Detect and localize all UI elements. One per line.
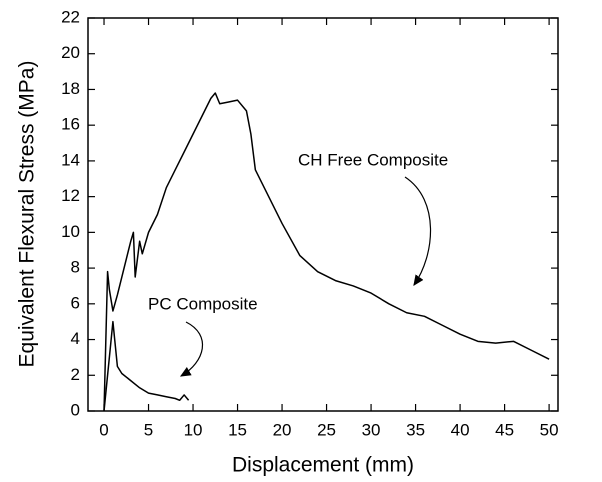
y-tick-label: 6 [71, 293, 80, 312]
x-tick-label: 50 [540, 420, 559, 439]
x-tick-label: 20 [273, 420, 292, 439]
x-tick-label: 5 [144, 420, 153, 439]
y-tick-label: 2 [71, 365, 80, 384]
x-axis-label: Displacement (mm) [232, 454, 414, 477]
y-tick-label: 0 [71, 400, 80, 419]
y-tick-label: 10 [61, 222, 80, 241]
plot-frame [87, 17, 559, 412]
y-tick-label: 14 [61, 150, 80, 169]
y-tick-label: 8 [71, 258, 80, 277]
y-tick-label: 12 [61, 186, 80, 205]
series-line [103, 92, 550, 412]
y-axis-label: Equivalent Flexural Stress (MPa) [16, 61, 39, 368]
y-tick-label: 18 [61, 79, 80, 98]
annotation-arrow [404, 176, 432, 286]
x-tick-label: 0 [99, 420, 108, 439]
x-tick-label: 45 [495, 420, 514, 439]
x-tick-label: 15 [228, 420, 247, 439]
y-tick-label: 16 [61, 115, 80, 134]
y-tick-label: 22 [61, 7, 80, 26]
series-line [103, 320, 190, 412]
x-tick-label: 10 [184, 420, 203, 439]
annotation: CH Free Composite [298, 150, 448, 169]
x-tick-label: 25 [317, 420, 336, 439]
annotation-arrow [179, 321, 203, 377]
x-tick-label: 35 [406, 420, 425, 439]
y-tick-label: 20 [61, 43, 80, 62]
y-tick-label: 4 [71, 329, 80, 348]
annotation: PC Composite [148, 294, 258, 313]
x-tick-label: 40 [451, 420, 470, 439]
x-tick-label: 30 [362, 420, 381, 439]
